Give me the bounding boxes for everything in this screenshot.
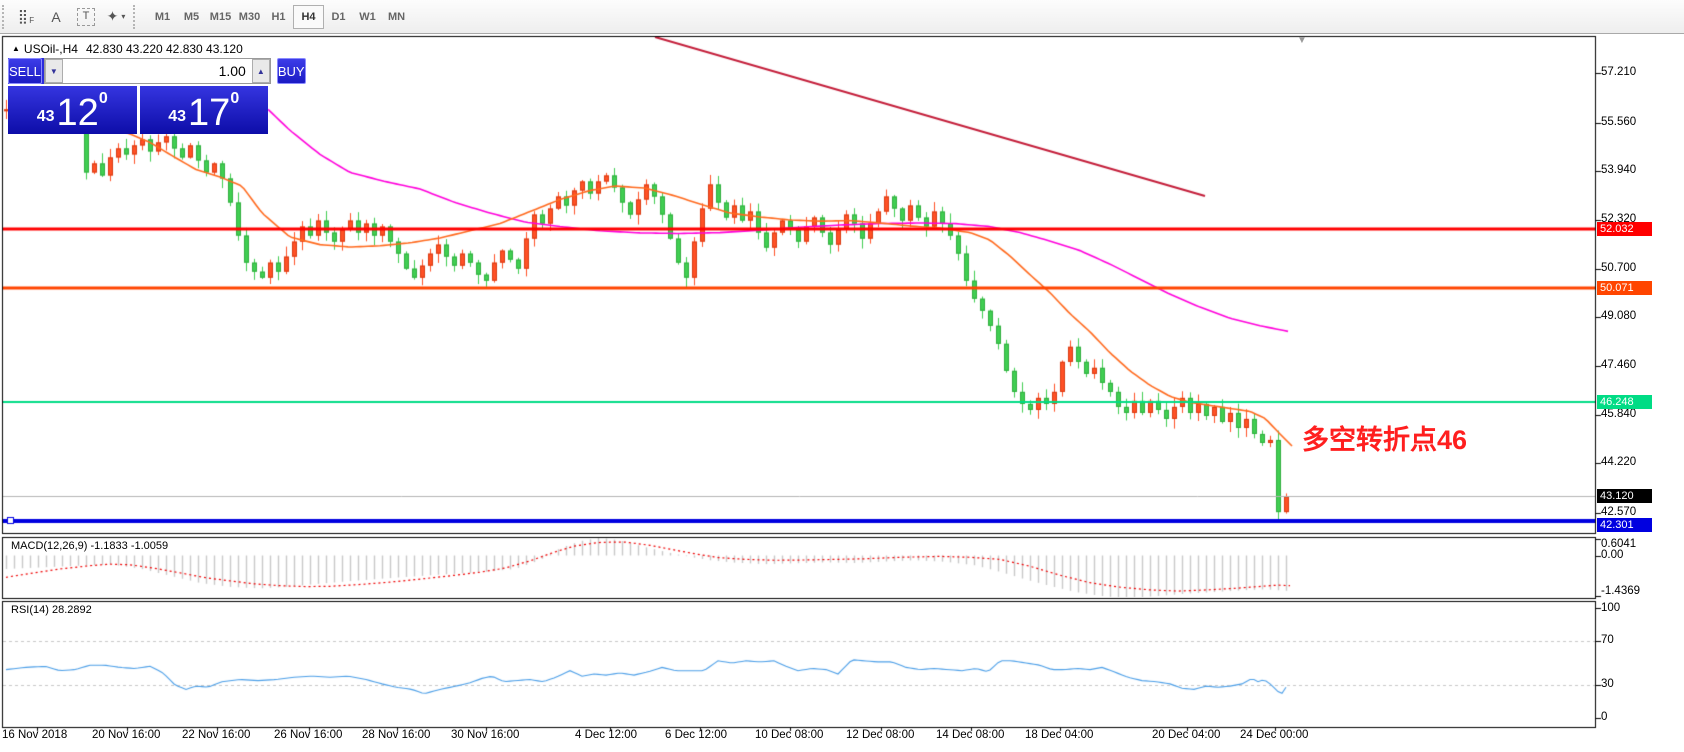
rsi-indicator-label: RSI(14) 28.2892 bbox=[11, 604, 92, 616]
indicator-grid-glyph: ⣿ bbox=[17, 8, 29, 24]
timeframe-button-M1[interactable]: M1 bbox=[154, 10, 171, 23]
time-axis-label: 28 Nov 16:00 bbox=[362, 729, 431, 741]
price-level-label: 43.120 bbox=[1597, 489, 1652, 503]
macd-indicator-label: MACD(12,26,9) -1.1833 -1.0059 bbox=[11, 540, 169, 552]
sell-button[interactable]: SELL bbox=[8, 58, 42, 84]
volume-decrease-button[interactable]: ▼ bbox=[44, 59, 63, 83]
rsi-tick-label: 70 bbox=[1601, 634, 1614, 646]
text-label-icon[interactable]: A bbox=[44, 5, 68, 29]
time-axis-label: 16 Nov 2018 bbox=[2, 729, 68, 741]
buy-button[interactable]: BUY bbox=[276, 58, 306, 84]
sell-price-prefix: 43 bbox=[36, 108, 55, 125]
collapse-arrow-icon[interactable]: ▲ bbox=[12, 44, 20, 53]
macd-tick-label: -1.4369 bbox=[1601, 585, 1641, 597]
buy-price-sup: 0 bbox=[230, 90, 240, 107]
rsi-tick-label: 0 bbox=[1601, 711, 1608, 723]
indicator-grid-sub: F bbox=[29, 16, 35, 25]
time-axis-label: 12 Dec 08:00 bbox=[846, 729, 915, 741]
scroll-position-icon: ▼ bbox=[1297, 35, 1307, 46]
timeframe-button-H1[interactable]: H1 bbox=[271, 10, 286, 23]
text-box-glyph: T bbox=[77, 7, 95, 26]
time-axis-label: 20 Dec 04:00 bbox=[1152, 729, 1221, 741]
buy-price-big: 17 bbox=[188, 91, 231, 134]
time-axis-label: 20 Nov 16:00 bbox=[92, 729, 161, 741]
toolbar-drag-handle[interactable] bbox=[2, 4, 7, 29]
price-tick-label: 55.560 bbox=[1601, 116, 1637, 128]
price-tick-label: 57.210 bbox=[1601, 66, 1637, 78]
time-axis-label: 26 Nov 16:00 bbox=[274, 729, 343, 741]
sell-price-tile[interactable]: 43 12 0 bbox=[8, 86, 137, 134]
rsi-tick-label: 30 bbox=[1601, 678, 1614, 690]
price-tick-label: 50.700 bbox=[1601, 262, 1637, 274]
price-tick-label: 49.080 bbox=[1601, 310, 1637, 322]
buy-price-prefix: 43 bbox=[168, 108, 187, 125]
time-axis-label: 14 Dec 08:00 bbox=[936, 729, 1005, 741]
volume-input[interactable] bbox=[62, 59, 252, 83]
sell-price-sup: 0 bbox=[98, 90, 108, 107]
price-tick-label: 44.220 bbox=[1601, 456, 1637, 468]
timeframe-button-M5[interactable]: M5 bbox=[183, 10, 200, 23]
timeframe-button-W1[interactable]: W1 bbox=[359, 10, 376, 23]
timeframe-bar: M1 M5 M15 M30 H1 H4 D1 W1 MN bbox=[148, 4, 411, 29]
time-axis-label: 18 Dec 04:00 bbox=[1025, 729, 1094, 741]
price-level-label: 50.071 bbox=[1597, 281, 1652, 295]
price-level-label: 46.248 bbox=[1597, 395, 1652, 409]
toolbar-drag-handle-2[interactable] bbox=[133, 4, 138, 29]
time-axis-label: 6 Dec 12:00 bbox=[665, 729, 728, 741]
price-level-label: 42.301 bbox=[1597, 518, 1652, 532]
price-tick-label: 45.840 bbox=[1601, 408, 1637, 420]
ohlc-readout: 42.830 43.220 42.830 43.120 bbox=[85, 42, 243, 56]
timeframe-button-H4[interactable]: H4 bbox=[293, 4, 324, 29]
text-label-glyph: A bbox=[51, 8, 61, 25]
timeframe-button-M15[interactable]: M15 bbox=[209, 10, 232, 23]
text-box-icon[interactable]: T bbox=[74, 5, 98, 29]
price-tick-label: 42.570 bbox=[1601, 506, 1637, 518]
volume-increase-button[interactable]: ▲ bbox=[251, 59, 270, 83]
chevron-down-icon: ▾ bbox=[121, 12, 126, 21]
rsi-tick-label: 100 bbox=[1601, 602, 1621, 614]
timeframe-button-M30[interactable]: M30 bbox=[238, 10, 261, 23]
buy-price-tile[interactable]: 43 17 0 bbox=[139, 86, 268, 134]
timeframe-button-MN[interactable]: MN bbox=[387, 10, 406, 23]
toolbar: ⣿ F A T ✦ ▾ M1 M5 M15 M30 H1 H4 D1 W1 MN bbox=[0, 0, 1684, 34]
time-axis-label: 10 Dec 08:00 bbox=[755, 729, 824, 741]
indicator-grid-icon[interactable]: ⣿ F bbox=[14, 5, 38, 29]
volume-group: ▼ ▲ bbox=[43, 58, 271, 84]
price-level-label: 52.032 bbox=[1597, 222, 1652, 236]
macd-tick-label: 0.6041 bbox=[1601, 538, 1637, 550]
sell-price-big: 12 bbox=[56, 91, 99, 134]
symbol-name: USOil-,H4 bbox=[23, 42, 78, 56]
time-axis-label: 30 Nov 16:00 bbox=[451, 729, 520, 741]
time-axis-label: 22 Nov 16:00 bbox=[182, 729, 251, 741]
macd-tick-label: 0.00 bbox=[1601, 549, 1624, 561]
arrow-styles-glyph: ✦ bbox=[106, 8, 119, 24]
arrow-styles-icon[interactable]: ✦ ▾ bbox=[104, 5, 128, 29]
price-tick-label: 47.460 bbox=[1601, 359, 1637, 371]
chart-text-annotation[interactable]: 多空转折点46 bbox=[1302, 425, 1468, 455]
time-axis-label: 24 Dec 00:00 bbox=[1240, 729, 1309, 741]
one-click-trade-panel: SELL ▼ ▲ BUY 43 12 0 43 17 0 bbox=[8, 58, 306, 134]
time-axis-label: 4 Dec 12:00 bbox=[575, 729, 638, 741]
timeframe-button-D1[interactable]: D1 bbox=[331, 10, 346, 23]
price-tick-label: 53.940 bbox=[1601, 164, 1637, 176]
symbol-header: ▲ USOil-,H4 42.830 43.220 42.830 43.120 bbox=[12, 42, 243, 56]
